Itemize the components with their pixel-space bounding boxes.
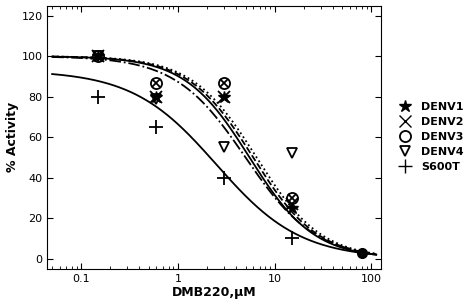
X-axis label: DMB220,μM: DMB220,μM [172, 286, 256, 300]
Legend: DENV1, DENV2, DENV3, DENV4, S600T: DENV1, DENV2, DENV3, DENV4, S600T [390, 98, 468, 177]
Y-axis label: % Activity: % Activity [6, 102, 18, 172]
